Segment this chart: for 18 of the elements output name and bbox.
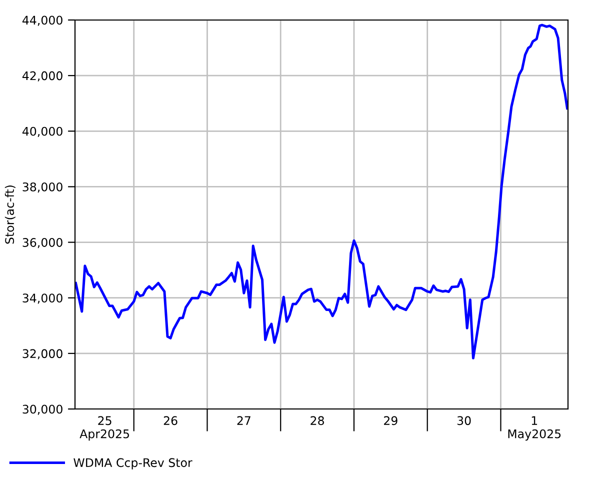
y-tick-label: 30,000 (22, 404, 62, 415)
x-tick-label: 26 (164, 416, 178, 426)
line-series (75, 24, 568, 360)
x-tick-label: 30 (457, 416, 471, 426)
legend-label: WDMA Ccp-Rev Stor (74, 458, 192, 470)
x-tick-label: 25 Apr2025 (80, 416, 130, 441)
y-tick-label: 42,000 (22, 71, 62, 82)
y-axis-title: Stor(ac-ft) (4, 186, 16, 244)
y-tick-label: 40,000 (22, 126, 62, 137)
y-tick-label: 38,000 (22, 182, 62, 193)
y-tick-label: 34,000 (22, 294, 62, 304)
x-tick-label: 28 (310, 416, 324, 426)
x-tick-label: 1 May2025 (508, 416, 561, 441)
x-tick-label: 29 (384, 416, 398, 426)
y-tick-label: 44,000 (22, 16, 62, 26)
y-tick-label: 32,000 (22, 349, 62, 360)
x-tick-label: 27 (237, 416, 250, 425)
y-tick-label: 36,000 (22, 238, 62, 248)
